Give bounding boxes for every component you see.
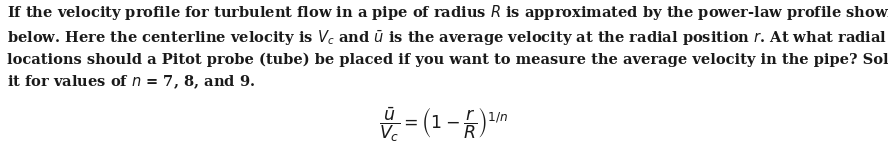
Text: $\dfrac{\bar{u}}{V_c} = \left(1 - \dfrac{r}{R}\right)^{1/n}$: $\dfrac{\bar{u}}{V_c} = \left(1 - \dfrac… [379,105,509,144]
Text: If the velocity profile for turbulent flow in a pipe of radius $R$ is approximat: If the velocity profile for turbulent fl… [7,3,888,91]
